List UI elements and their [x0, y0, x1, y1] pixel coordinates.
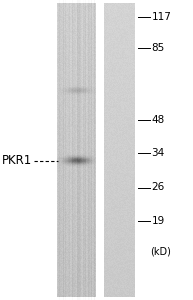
Text: 34: 34: [152, 148, 165, 158]
Text: 26: 26: [152, 182, 165, 193]
Text: (kD): (kD): [151, 247, 171, 257]
Text: 85: 85: [152, 43, 165, 53]
Text: PKR1: PKR1: [2, 154, 32, 167]
Text: 117: 117: [152, 11, 171, 22]
Text: 48: 48: [152, 115, 165, 125]
Text: 19: 19: [152, 215, 165, 226]
